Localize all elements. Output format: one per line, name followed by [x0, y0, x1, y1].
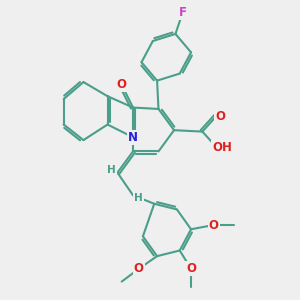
Text: O: O: [186, 262, 196, 275]
Text: H: H: [107, 165, 116, 175]
Text: O: O: [117, 78, 127, 92]
Text: N: N: [128, 131, 138, 144]
Text: F: F: [178, 6, 187, 19]
Text: OH: OH: [212, 141, 232, 154]
Text: H: H: [134, 193, 143, 203]
Text: O: O: [209, 218, 219, 232]
Text: O: O: [134, 262, 144, 275]
Text: O: O: [215, 110, 225, 122]
